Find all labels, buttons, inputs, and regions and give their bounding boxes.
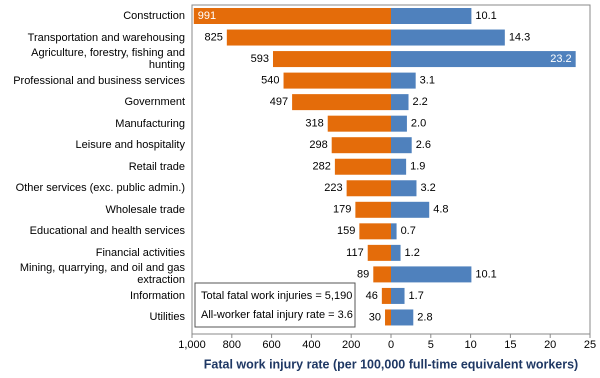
value-label: 1.7 (409, 290, 424, 302)
x-tick-label: 400 (302, 339, 320, 351)
x2-tick-label: 10 (464, 339, 476, 351)
bar (359, 223, 391, 240)
value-label: 30 (369, 311, 381, 323)
value-label: 159 (337, 225, 355, 237)
value-label: 179 (333, 204, 351, 216)
category-label: Retail trade (128, 160, 185, 173)
category-label: Leisure and hospitality (75, 139, 185, 152)
bar (385, 309, 391, 326)
bar (391, 8, 472, 24)
bar (391, 244, 401, 261)
category-label: Construction (123, 10, 185, 22)
category-label: Mining, quarrying, and oil and gas extra… (19, 262, 185, 287)
bar (381, 287, 391, 304)
category-label: Wholesale trade (105, 203, 186, 216)
x-axis-title: Fatal work injury rate (per 100,000 full… (204, 357, 578, 371)
bar (334, 158, 391, 175)
value-label: 2.2 (413, 96, 428, 108)
bar (391, 223, 397, 240)
category-label: Financial activities (95, 246, 185, 259)
bar (391, 29, 505, 46)
bar (346, 180, 391, 197)
bar (391, 115, 407, 132)
category-label: Manufacturing (115, 117, 185, 130)
value-label: 1.2 (405, 247, 420, 259)
bar (272, 51, 391, 68)
bar (226, 29, 391, 46)
bar (391, 51, 576, 68)
category-label: Other services (exc. public admin.) (15, 182, 185, 195)
value-label: 540 (261, 75, 279, 87)
x-tick-label: 1,000 (178, 339, 206, 351)
category-label: Agriculture, forestry, fishing and hunti… (31, 47, 185, 72)
value-label: 318 (305, 118, 323, 130)
value-label: 2.6 (416, 139, 431, 151)
x-tick-label: 200 (342, 339, 360, 351)
value-label: 0.7 (401, 225, 416, 237)
category-label: Utilities (149, 311, 185, 324)
value-label: 46 (366, 290, 378, 302)
category-label: Information (129, 289, 185, 302)
value-label: 117 (346, 247, 364, 259)
x-tick-label: 800 (223, 339, 241, 351)
x2-tick-label: 20 (544, 339, 556, 351)
bar (391, 180, 417, 197)
bar (391, 158, 407, 175)
bar (367, 244, 391, 261)
bar (373, 266, 391, 283)
x2-tick-label: 15 (504, 339, 516, 351)
bar (283, 72, 391, 89)
value-label: 593 (251, 53, 269, 65)
value-label: 991 (198, 10, 216, 22)
value-label: 298 (309, 139, 327, 151)
annotation-box (194, 282, 356, 328)
value-label: 1.9 (410, 161, 425, 173)
value-label: 14.3 (509, 31, 530, 43)
value-label: 10.1 (475, 268, 496, 280)
x2-tick-label: 25 (584, 339, 596, 351)
category-label: Professional and business services (13, 74, 185, 87)
bar (391, 201, 430, 218)
bar (391, 94, 409, 111)
bar (355, 201, 391, 218)
value-label: 89 (357, 268, 369, 280)
bar (331, 137, 391, 154)
annotation: All-worker fatal injury rate = 3.6 (201, 309, 353, 321)
value-label: 282 (313, 161, 331, 173)
value-label: 825 (204, 31, 222, 43)
bar (292, 94, 391, 111)
value-label: 2.8 (417, 311, 432, 323)
value-label: 4.8 (433, 204, 448, 216)
x-tick-label: 0 (388, 339, 394, 351)
bar (327, 115, 391, 132)
x-tick-label: 600 (262, 339, 280, 351)
category-label: Educational and health services (29, 225, 185, 238)
category-label: Government (124, 96, 185, 109)
value-label: 23.2 (550, 53, 571, 65)
value-label: 10.1 (475, 10, 496, 22)
value-label: 497 (270, 96, 288, 108)
category-label: Transportation and warehousing (27, 31, 185, 44)
bar (391, 72, 416, 89)
value-label: 223 (324, 182, 342, 194)
value-label: 3.2 (420, 182, 435, 194)
bar (391, 266, 472, 283)
x2-tick-label: 5 (428, 339, 434, 351)
bar (391, 309, 414, 326)
value-label: 3.1 (420, 75, 435, 87)
bar (193, 8, 391, 24)
annotation: Total fatal work injuries = 5,190 (201, 290, 352, 302)
bar (391, 287, 405, 304)
bar (391, 137, 412, 154)
value-label: 2.0 (411, 118, 426, 130)
